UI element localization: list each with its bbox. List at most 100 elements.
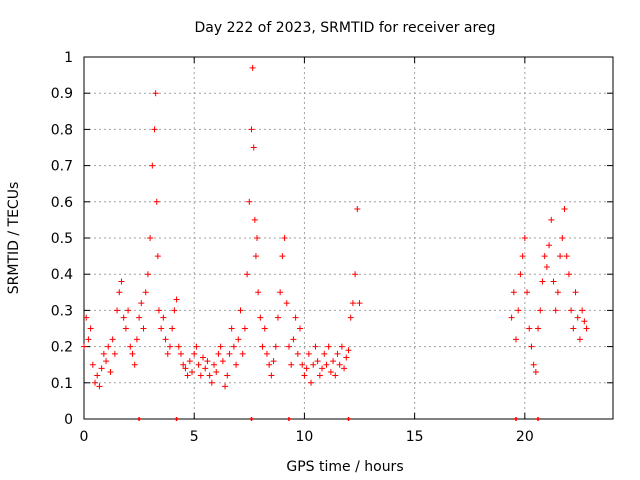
data-point (288, 361, 295, 368)
zero-markers (137, 417, 541, 421)
data-point (294, 350, 301, 357)
data-point (219, 358, 226, 365)
series-srmtid (81, 64, 590, 390)
data-point (222, 383, 229, 390)
data-point (114, 307, 121, 314)
data-point (530, 361, 537, 368)
data-point (171, 307, 178, 314)
data-point (526, 325, 533, 332)
y-tick-label: 0.6 (51, 195, 73, 211)
data-point (98, 365, 105, 372)
data-point (105, 343, 112, 350)
data-point (151, 126, 158, 133)
y-tick-label: 0.1 (51, 376, 73, 392)
axis-ticks: 00.10.20.30.40.50.60.70.80.910 5 10 15 20 (51, 50, 613, 445)
data-point (532, 368, 539, 375)
data-point (559, 235, 566, 241)
data-point (285, 343, 292, 350)
data-point (107, 368, 114, 375)
data-point (233, 361, 240, 368)
data-point (524, 289, 531, 296)
data-point (325, 343, 332, 350)
data-point (153, 198, 160, 205)
data-point (241, 325, 248, 332)
x-tick-label: 5 (190, 429, 199, 445)
data-point (197, 372, 204, 379)
data-point (261, 325, 268, 332)
zero-marker (137, 417, 142, 421)
grid (84, 57, 613, 419)
data-point (338, 343, 345, 350)
y-tick-label: 0.5 (51, 231, 73, 247)
data-point (259, 343, 266, 350)
data-point (552, 307, 559, 314)
data-point (521, 235, 528, 241)
data-point (195, 361, 202, 368)
data-point (177, 350, 184, 357)
data-point (140, 325, 147, 332)
data-point (251, 216, 258, 223)
data-point (202, 365, 209, 372)
data-point (254, 235, 261, 241)
zero-marker (174, 417, 179, 421)
data-point (85, 336, 92, 343)
data-point (103, 358, 110, 365)
zero-marker (249, 417, 254, 421)
data-point (142, 289, 149, 296)
zero-marker (514, 417, 519, 421)
y-tick-label: 0.8 (51, 122, 73, 138)
data-point (206, 372, 213, 379)
data-point (152, 90, 159, 97)
data-point (574, 314, 581, 321)
data-point (255, 289, 262, 296)
x-tick-label: 0 (80, 429, 89, 445)
data-point (539, 278, 546, 285)
y-tick-label: 1 (64, 50, 73, 66)
data-point (94, 372, 101, 379)
x-axis-label: GPS time / hours (286, 459, 403, 475)
data-point (279, 253, 286, 260)
data-point (193, 343, 200, 350)
data-point (158, 325, 165, 332)
data-point (334, 350, 341, 357)
data-point (581, 318, 588, 325)
data-point (568, 307, 575, 314)
data-point (162, 336, 169, 343)
data-point (155, 307, 162, 314)
data-point (149, 162, 156, 169)
data-point (237, 307, 244, 314)
data-point (312, 343, 319, 350)
y-tick-label: 0.2 (51, 340, 73, 356)
data-point (576, 336, 583, 343)
data-point (175, 343, 182, 350)
data-point (561, 206, 568, 213)
data-point (308, 379, 315, 386)
data-point (323, 361, 330, 368)
data-point (583, 325, 590, 332)
data-point (341, 365, 348, 372)
data-point (356, 300, 363, 307)
data-point (213, 368, 220, 375)
data-point (319, 365, 326, 372)
data-point (537, 307, 544, 314)
data-point (184, 372, 191, 379)
data-point (87, 325, 94, 332)
data-point (228, 325, 235, 332)
data-point (182, 365, 189, 372)
data-point (118, 278, 125, 285)
x-tick-label: 20 (516, 429, 534, 445)
data-point (321, 350, 328, 357)
data-point (352, 271, 359, 278)
data-point (565, 271, 572, 278)
data-point (519, 253, 526, 260)
data-point (268, 372, 275, 379)
data-point (211, 361, 218, 368)
data-point (180, 361, 187, 368)
data-point (100, 350, 107, 357)
data-point (270, 358, 277, 365)
data-point (89, 361, 96, 368)
data-point (354, 206, 361, 213)
data-point (327, 368, 334, 375)
data-point (281, 235, 288, 241)
